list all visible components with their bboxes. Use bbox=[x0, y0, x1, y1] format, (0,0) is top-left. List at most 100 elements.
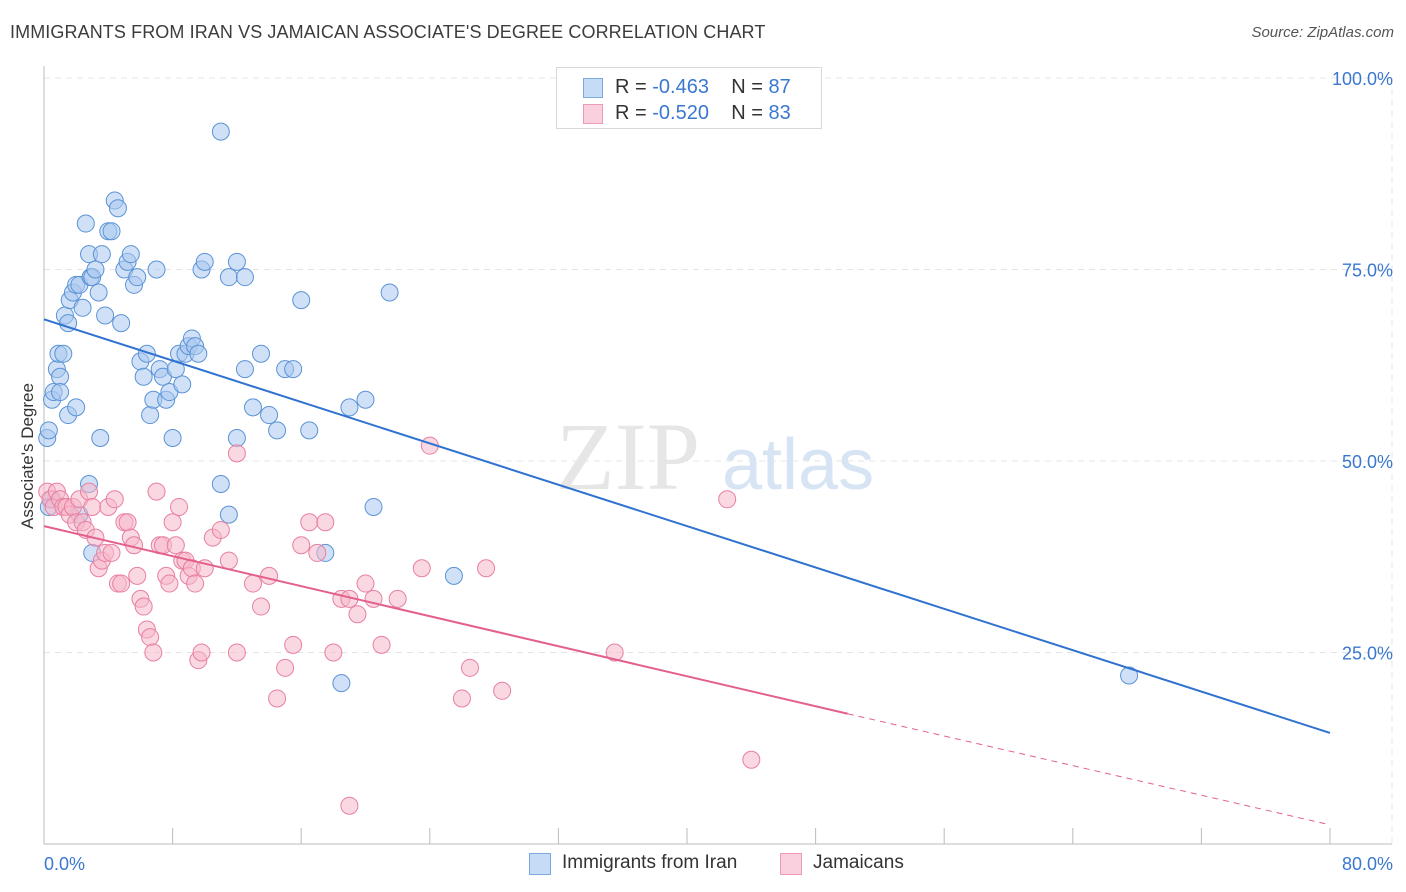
point-iran bbox=[89, 283, 108, 302]
point-iran bbox=[332, 674, 351, 693]
point-iran bbox=[211, 474, 230, 493]
x-tick-label: 0.0% bbox=[44, 854, 85, 874]
point-iran bbox=[284, 360, 303, 379]
point-jamaica bbox=[134, 597, 153, 616]
legend-n-label-iran: N = bbox=[731, 76, 763, 98]
grid-layer bbox=[44, 77, 1393, 844]
point-jamaica bbox=[83, 497, 102, 516]
y-tick-label: 50.0% bbox=[1342, 452, 1393, 472]
point-jamaica bbox=[292, 536, 311, 555]
source-label: Source: ZipAtlas.com bbox=[1251, 24, 1394, 41]
point-jamaica bbox=[493, 681, 512, 700]
point-iran bbox=[141, 406, 160, 425]
legend-r-label-iran: R = bbox=[615, 76, 647, 98]
point-jamaica bbox=[219, 551, 238, 570]
point-jamaica bbox=[372, 635, 391, 654]
point-iran bbox=[76, 214, 95, 233]
bottom-legend-label-jamaica: Jamaicans bbox=[813, 852, 904, 873]
point-iran bbox=[195, 252, 214, 271]
legend-n-value-jamaica: 83 bbox=[768, 102, 791, 124]
legend-n-value-iran: 87 bbox=[768, 76, 791, 98]
legend-swatch-jamaica bbox=[583, 104, 603, 124]
point-jamaica bbox=[356, 574, 375, 593]
point-iran bbox=[108, 199, 127, 218]
point-jamaica bbox=[742, 750, 761, 769]
labels-layer: 25.0% 50.0% 75.0% 100.0% 0.0% 80.0% Associate'… bbox=[18, 69, 1393, 874]
point-jamaica bbox=[412, 559, 431, 578]
point-iran bbox=[96, 306, 115, 325]
point-jamaica bbox=[452, 689, 471, 708]
point-jamaica bbox=[348, 605, 367, 624]
watermark-zip: ZIP bbox=[556, 403, 700, 510]
point-iran bbox=[112, 314, 131, 333]
point-iran bbox=[102, 222, 121, 241]
point-jamaica bbox=[211, 520, 230, 539]
point-iran bbox=[92, 245, 111, 264]
point-jamaica bbox=[324, 643, 343, 662]
point-iran bbox=[235, 360, 254, 379]
point-jamaica bbox=[227, 643, 246, 662]
point-iran bbox=[137, 344, 156, 363]
trendline-jamaica bbox=[43, 525, 848, 715]
point-iran bbox=[134, 367, 153, 386]
stats-legend: R = -0.463 N = 87 R = -0.520 N = 83 bbox=[556, 67, 822, 129]
point-jamaica bbox=[477, 559, 496, 578]
points-layer bbox=[38, 122, 1139, 815]
x-tick-label: 80.0% bbox=[1342, 854, 1393, 874]
point-jamaica bbox=[147, 482, 166, 501]
watermark-atlas: atlas bbox=[722, 425, 874, 505]
point-jamaica bbox=[112, 574, 131, 593]
point-iran bbox=[147, 260, 166, 279]
point-jamaica bbox=[163, 513, 182, 532]
point-iran bbox=[54, 344, 73, 363]
point-jamaica bbox=[260, 566, 279, 585]
point-iran bbox=[235, 268, 254, 287]
point-jamaica bbox=[276, 658, 295, 677]
point-iran bbox=[300, 421, 319, 440]
point-iran bbox=[163, 429, 182, 448]
point-jamaica bbox=[160, 574, 179, 593]
bottom-legend-swatch-jamaica bbox=[780, 853, 802, 875]
point-iran bbox=[340, 398, 359, 417]
point-iran bbox=[260, 406, 279, 425]
point-iran bbox=[1120, 666, 1139, 685]
point-jamaica bbox=[144, 643, 163, 662]
point-jamaica bbox=[102, 543, 121, 562]
watermark: ZIP atlas bbox=[556, 403, 874, 510]
chart-title: IMMIGRANTS FROM IRAN VS JAMAICAN ASSOCIA… bbox=[10, 22, 766, 42]
point-iran bbox=[227, 429, 246, 448]
point-jamaica bbox=[268, 689, 287, 708]
point-iran bbox=[211, 122, 230, 141]
point-jamaica bbox=[605, 643, 624, 662]
point-jamaica bbox=[316, 513, 335, 532]
point-jamaica bbox=[166, 536, 185, 555]
point-iran bbox=[364, 497, 383, 516]
point-iran bbox=[121, 245, 140, 264]
point-jamaica bbox=[300, 513, 319, 532]
point-iran bbox=[252, 344, 271, 363]
point-iran bbox=[173, 375, 192, 394]
legend-swatch-iran bbox=[583, 78, 603, 98]
point-jamaica bbox=[460, 658, 479, 677]
point-iran bbox=[51, 383, 70, 402]
point-iran bbox=[51, 367, 70, 386]
y-tick-label: 100.0% bbox=[1332, 69, 1393, 89]
point-iran bbox=[91, 429, 110, 448]
point-iran bbox=[128, 268, 147, 287]
point-iran bbox=[292, 291, 311, 310]
point-iran bbox=[268, 421, 287, 440]
trendline-jamaica-extension bbox=[847, 713, 1331, 826]
legend-r-value-iran: -0.463 bbox=[652, 76, 709, 98]
point-iran bbox=[189, 344, 208, 363]
point-iran bbox=[86, 260, 105, 279]
point-jamaica bbox=[186, 574, 205, 593]
legend-n-label-jamaica: N = bbox=[731, 102, 763, 124]
point-jamaica bbox=[308, 543, 327, 562]
point-iran bbox=[227, 252, 246, 271]
point-jamaica bbox=[340, 796, 359, 815]
point-jamaica bbox=[227, 444, 246, 463]
y-tick-label: 75.0% bbox=[1342, 261, 1393, 281]
point-jamaica bbox=[128, 566, 147, 585]
point-iran bbox=[219, 505, 238, 524]
bottom-legend-label-iran: Immigrants from Iran bbox=[562, 852, 738, 873]
